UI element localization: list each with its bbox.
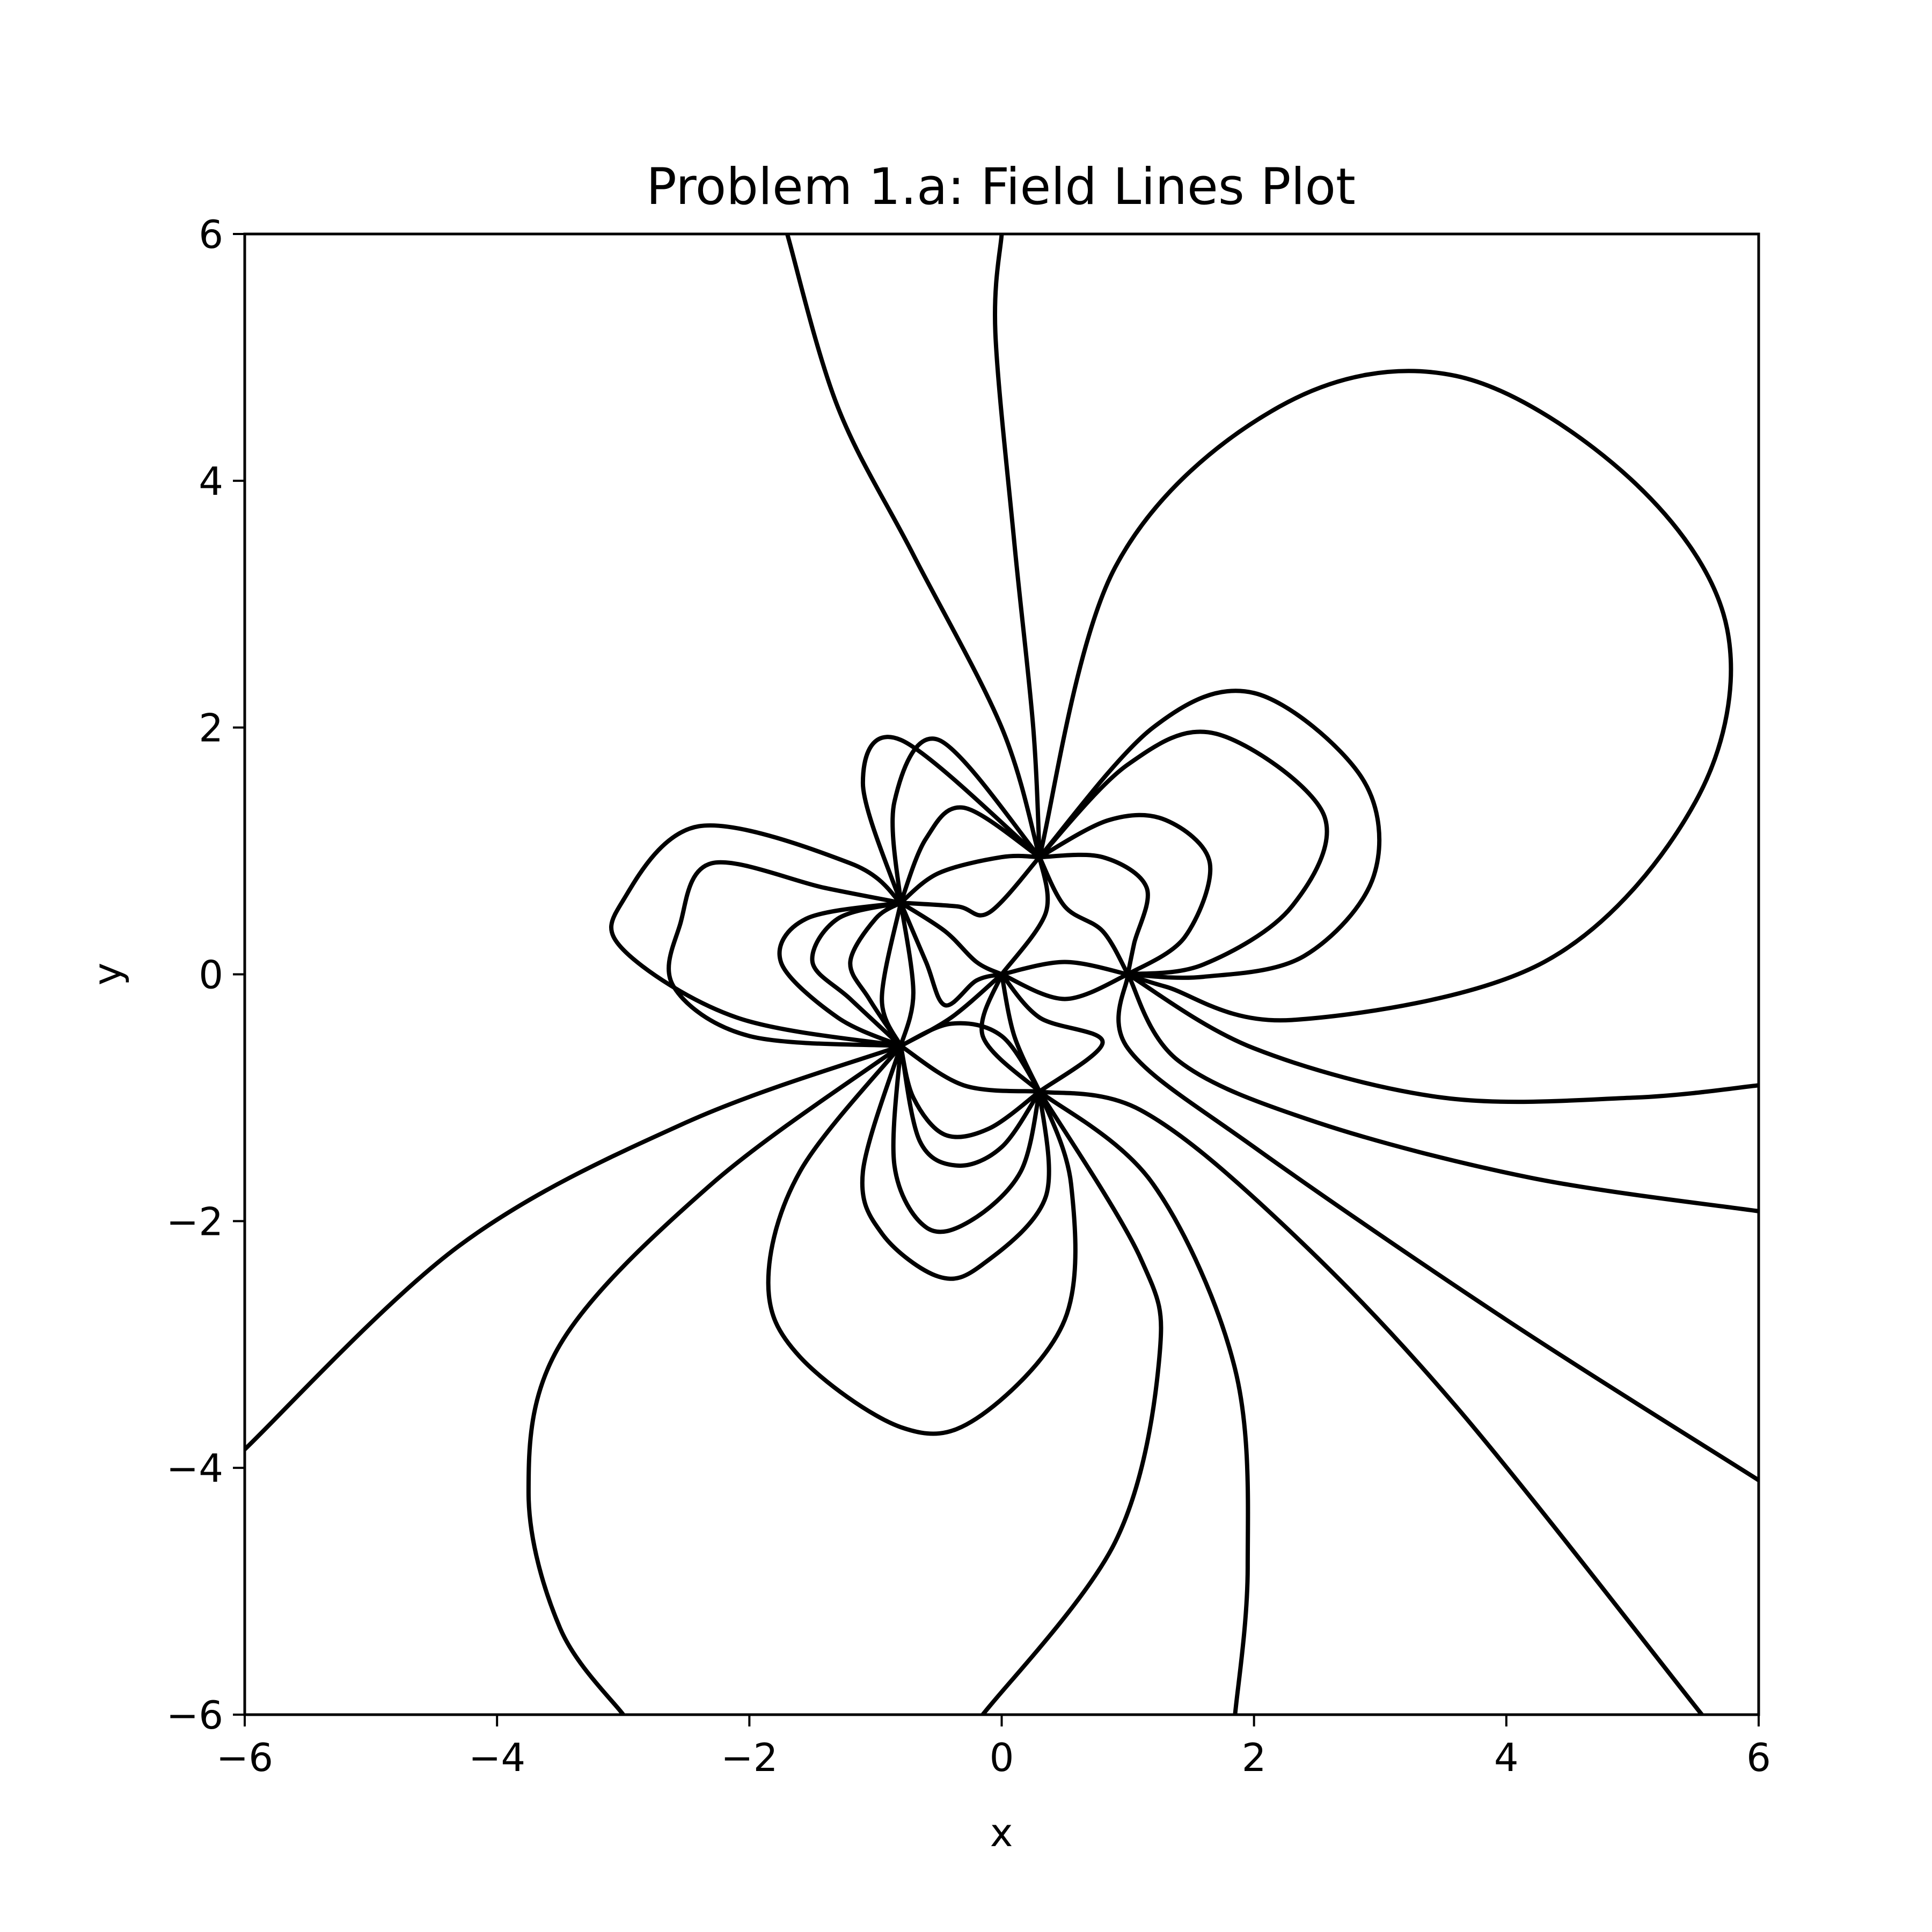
field-line-7 — [1037, 852, 1150, 977]
field-line-11 — [1116, 972, 1759, 1483]
field-line-24 — [667, 860, 903, 1048]
x-tick-label: 0 — [990, 1735, 1014, 1780]
field-line-17 — [891, 1043, 1042, 1234]
field-line-33 — [898, 855, 1042, 918]
field-line-25 — [609, 823, 903, 1048]
y-tick-label: 6 — [199, 212, 223, 257]
y-tick-label: −6 — [166, 1693, 223, 1738]
field-line-44 — [898, 972, 1004, 1048]
field-line-34 — [898, 853, 1042, 905]
field-line-39 — [999, 972, 1130, 1001]
field-line-28 — [848, 901, 903, 1048]
field-line-27 — [810, 901, 903, 1048]
field-line-5 — [1037, 729, 1329, 977]
field-line-23 — [526, 1043, 903, 1715]
field-line-42 — [999, 972, 1042, 1094]
field-line-16 — [860, 1043, 1051, 1281]
field-line-31 — [898, 901, 1004, 977]
field-line-15 — [766, 1043, 1078, 1436]
field-line-32 — [898, 901, 1004, 1008]
field-line-4 — [1037, 689, 1382, 980]
y-tick-label: −2 — [166, 1199, 223, 1244]
x-tick-label: −4 — [469, 1735, 525, 1780]
field-line-29 — [880, 901, 903, 1048]
field-line-8 — [1037, 855, 1130, 977]
field-line-26 — [777, 901, 903, 1048]
field-line-10 — [1125, 972, 1759, 1213]
field-line-6 — [1037, 813, 1213, 977]
field-line-13 — [1037, 1089, 1250, 1715]
y-tick-label: 2 — [199, 706, 223, 751]
field-line-30 — [898, 901, 916, 1048]
field-line-35 — [898, 805, 1042, 905]
field-line-2 — [785, 234, 1042, 860]
field-line-37 — [860, 735, 1042, 905]
field-line-14 — [980, 1089, 1163, 1715]
field-line-9 — [1125, 972, 1759, 1104]
y-axis-label: y — [85, 963, 130, 986]
field-line-19 — [898, 1043, 1042, 1139]
field-line-20 — [898, 1043, 1042, 1094]
field-line-40 — [999, 855, 1050, 977]
field-line-22 — [245, 1043, 903, 1452]
field-line-38 — [999, 960, 1130, 977]
x-axis-label: x — [990, 1810, 1013, 1855]
field-line-43 — [979, 972, 1042, 1094]
field-line-12 — [1037, 1089, 1704, 1715]
x-tick-label: −2 — [721, 1735, 778, 1780]
x-axis-ticks: −6 −4 −2 0 2 4 6 — [216, 1715, 1771, 1780]
field-lines-layer — [245, 234, 1759, 1715]
field-line-1 — [993, 234, 1042, 860]
y-tick-label: −4 — [166, 1446, 223, 1491]
x-tick-label: 6 — [1746, 1735, 1771, 1780]
x-tick-label: 4 — [1494, 1735, 1519, 1780]
x-tick-label: −6 — [216, 1735, 273, 1780]
y-tick-label: 0 — [199, 953, 223, 998]
chart-title: Problem 1.a: Field Lines Plot — [646, 158, 1356, 216]
field-line-36 — [890, 736, 1042, 905]
field-line-18 — [898, 1043, 1042, 1168]
y-axis-ticks: −6 −4 −2 0 2 4 6 — [166, 212, 245, 1738]
x-tick-label: 2 — [1242, 1735, 1267, 1780]
y-tick-label: 4 — [199, 459, 223, 504]
field-line-3 — [1037, 369, 1733, 1023]
field-line-41 — [999, 972, 1105, 1094]
